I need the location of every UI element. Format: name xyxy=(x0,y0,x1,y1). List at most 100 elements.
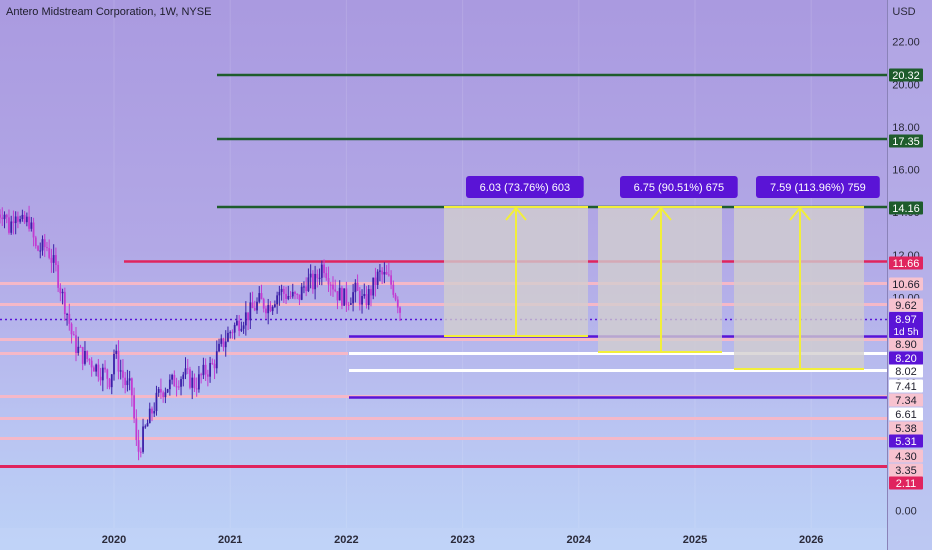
projection-label: 7.59 (113.96%) 759 xyxy=(770,182,866,194)
candle-body xyxy=(396,299,399,308)
candle-body xyxy=(46,247,48,249)
candle-body xyxy=(327,278,330,285)
level-price-label: 8.90 xyxy=(895,339,916,351)
candle-body xyxy=(291,291,294,297)
candle-body xyxy=(124,377,127,386)
candle-body xyxy=(392,284,395,295)
candle-body xyxy=(262,299,265,309)
candle-body xyxy=(249,302,252,321)
time-axis xyxy=(0,528,887,550)
last-price-label: 8.97 xyxy=(895,314,916,326)
x-tick-label: 2024 xyxy=(567,534,592,546)
candle-body xyxy=(305,286,308,292)
candle-body xyxy=(200,374,203,376)
candle-body xyxy=(8,217,10,233)
candle-body xyxy=(361,296,363,305)
candle-body xyxy=(144,426,147,428)
level-price-tag xyxy=(889,364,923,378)
level-price-label: 3.35 xyxy=(895,465,916,477)
y-tick-label: 16.00 xyxy=(892,165,920,177)
candle-body xyxy=(336,291,339,301)
candle-body xyxy=(12,221,15,224)
candle-body xyxy=(332,284,334,290)
candle-body xyxy=(242,325,245,329)
level-price-tag xyxy=(889,337,923,351)
candle-body xyxy=(32,222,35,238)
candle-body xyxy=(43,239,46,248)
currency-label: USD xyxy=(892,6,915,18)
level-price-tag xyxy=(889,256,923,270)
candle-body xyxy=(66,313,68,315)
candle-body xyxy=(215,351,218,369)
candle-body xyxy=(233,325,236,333)
candle-body xyxy=(307,277,310,292)
candle-body xyxy=(14,216,17,224)
candle-body xyxy=(314,273,317,290)
level-price-label: 11.66 xyxy=(893,258,920,270)
projection-label: 6.75 (90.51%) 675 xyxy=(634,182,725,194)
candle-body xyxy=(117,350,120,372)
level-price-label: 14.16 xyxy=(892,203,920,215)
candle-body xyxy=(374,277,377,285)
candle-body xyxy=(106,369,109,379)
level-price-label: 5.31 xyxy=(895,436,916,448)
candle-body xyxy=(86,350,89,359)
candle-body xyxy=(195,388,198,390)
candle-body xyxy=(231,332,234,334)
candle-body xyxy=(209,363,211,377)
candle-body xyxy=(164,392,167,398)
x-tick-label: 2023 xyxy=(450,534,474,546)
level-price-label: 9.62 xyxy=(895,300,916,312)
candle-body xyxy=(258,293,261,302)
projection-arrow-head xyxy=(650,206,672,221)
candle-body xyxy=(220,338,223,344)
candle-body xyxy=(19,219,22,222)
candle-body xyxy=(72,334,75,336)
candle-body xyxy=(318,277,321,279)
candle-body xyxy=(303,286,305,288)
candle-body xyxy=(108,378,111,388)
level-price-tag xyxy=(889,379,923,393)
candle-body xyxy=(59,287,62,294)
projection-arrow-head xyxy=(505,206,527,221)
candle-body xyxy=(202,364,205,376)
candle-body xyxy=(160,389,162,393)
candle-body xyxy=(282,288,285,294)
candle-body xyxy=(68,313,71,324)
candle-body xyxy=(352,292,355,304)
candle-body xyxy=(79,346,82,348)
candle-body xyxy=(173,374,176,387)
x-tick-label: 2021 xyxy=(218,534,242,546)
candle-body xyxy=(110,374,113,388)
level-price-tag xyxy=(889,407,923,421)
candle-body xyxy=(213,363,216,369)
candle-body xyxy=(146,423,149,427)
candle-body xyxy=(287,296,290,299)
level-price-label: 7.34 xyxy=(895,395,916,407)
candle-body xyxy=(238,320,241,331)
candle-body xyxy=(285,293,287,299)
candle-body xyxy=(399,307,401,313)
candle-body xyxy=(349,303,352,305)
candle-body xyxy=(222,338,225,348)
candle-body xyxy=(122,370,124,378)
candle-body xyxy=(267,305,270,314)
candle-body xyxy=(358,290,361,305)
candle-body xyxy=(180,379,182,387)
candle-body xyxy=(198,374,200,390)
candle-body xyxy=(50,257,53,263)
candle-body xyxy=(385,272,388,275)
candle-body xyxy=(126,380,129,386)
countdown-label: 1d 5h xyxy=(893,327,918,338)
level-price-tag xyxy=(889,463,923,477)
candle-body xyxy=(276,295,279,305)
x-tick-label: 2020 xyxy=(102,534,126,546)
candle-body xyxy=(294,291,296,294)
candle-body xyxy=(376,271,379,285)
candle-body xyxy=(48,248,51,258)
candle-body xyxy=(387,274,390,276)
candle-body xyxy=(70,323,73,335)
candle-body xyxy=(30,222,33,229)
last-price-tag xyxy=(889,312,923,338)
